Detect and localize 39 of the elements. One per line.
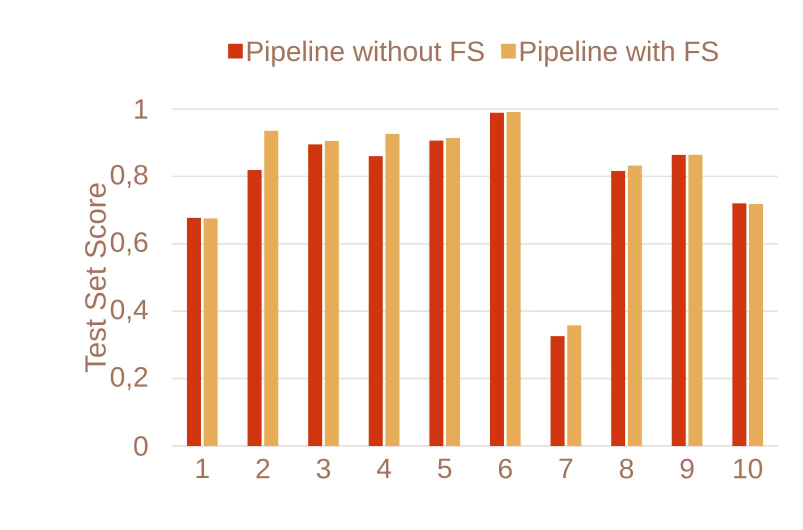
- bar: [688, 154, 702, 446]
- y-tick-label: 0,2: [110, 367, 148, 390]
- y-tick-label: 0,4: [110, 300, 148, 323]
- x-tick-label: 7: [560, 458, 572, 478]
- y-axis-title: Test Set Score: [85, 183, 106, 372]
- bar: [628, 166, 642, 446]
- bar: [749, 204, 764, 446]
- bar: [368, 156, 383, 446]
- bar: [385, 134, 400, 446]
- x-tick-label: 4: [376, 458, 392, 478]
- x-tick-label: 6: [498, 458, 512, 479]
- x-tick-label: 1: [196, 458, 209, 478]
- bar: [204, 218, 218, 446]
- bar: [490, 112, 504, 446]
- y-tick-label: 0: [134, 436, 148, 456]
- legend-label: Pipeline without FS: [248, 40, 484, 67]
- bar: [429, 140, 444, 446]
- x-tick-label: 10: [734, 458, 762, 479]
- bar: [506, 112, 521, 446]
- x-tick-label: 2: [256, 458, 270, 478]
- y-tick-label: 0,6: [110, 232, 148, 256]
- x-tick-label: 3: [316, 458, 330, 479]
- bar: [324, 141, 339, 446]
- x-tick-label: 9: [680, 458, 694, 479]
- legend-label: Pipeline with FS: [520, 40, 718, 67]
- bar: [248, 170, 262, 446]
- bar: [446, 138, 460, 446]
- x-tick-label: 8: [620, 458, 634, 479]
- bar: [264, 130, 278, 446]
- bar: [611, 170, 626, 446]
- bar: [732, 203, 746, 446]
- bar: [186, 218, 201, 446]
- bar: [672, 154, 686, 446]
- y-tick-label: 1: [135, 99, 148, 119]
- x-tick-label: 5: [438, 458, 452, 478]
- y-tick-label: 0,8: [110, 164, 148, 188]
- bar: [550, 336, 565, 446]
- bar: [567, 325, 582, 446]
- bar: [308, 144, 322, 446]
